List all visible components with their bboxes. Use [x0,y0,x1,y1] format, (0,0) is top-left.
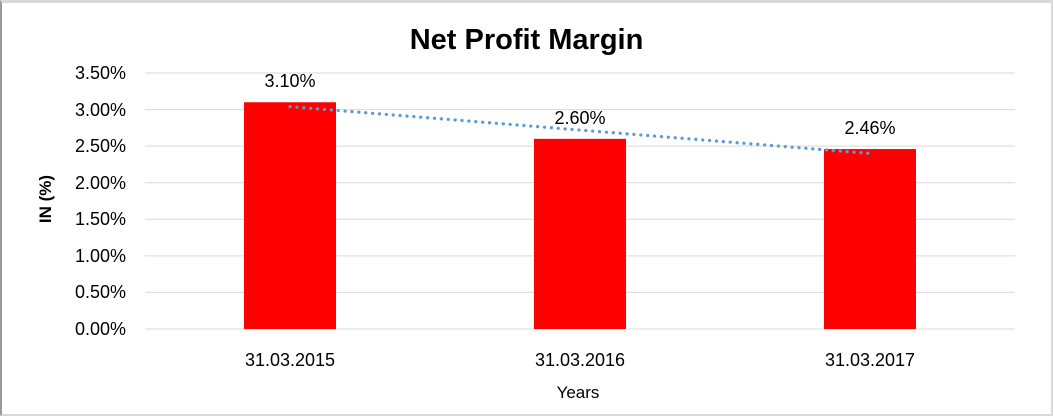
bar [534,138,626,329]
y-tick-label: 1.00% [74,245,126,266]
trendline [288,105,872,156]
y-tick-label: 2.50% [74,136,126,157]
y-tick-label: 1.50% [74,209,126,230]
y-tick-label: 0.50% [74,282,126,303]
x-axis-title: Years [556,383,600,402]
bar [824,149,916,329]
x-tick-label: 31.03.2017 [824,350,916,370]
y-tick-label: 2.00% [74,172,126,193]
x-tick-label: 31.03.2016 [534,350,626,370]
y-tick-label: 3.00% [74,99,126,120]
chart-title: Net Profit Margin [409,24,644,56]
y-tick-label: 0.00% [74,319,126,339]
x-tick-label: 31.03.2015 [244,350,336,370]
y-tick-label: 3.50% [74,63,126,83]
bar [244,102,336,329]
plot-area [145,72,1015,330]
data-label: 2.60% [554,107,606,128]
data-label: 2.46% [844,118,896,139]
data-label: 3.10% [264,71,316,92]
